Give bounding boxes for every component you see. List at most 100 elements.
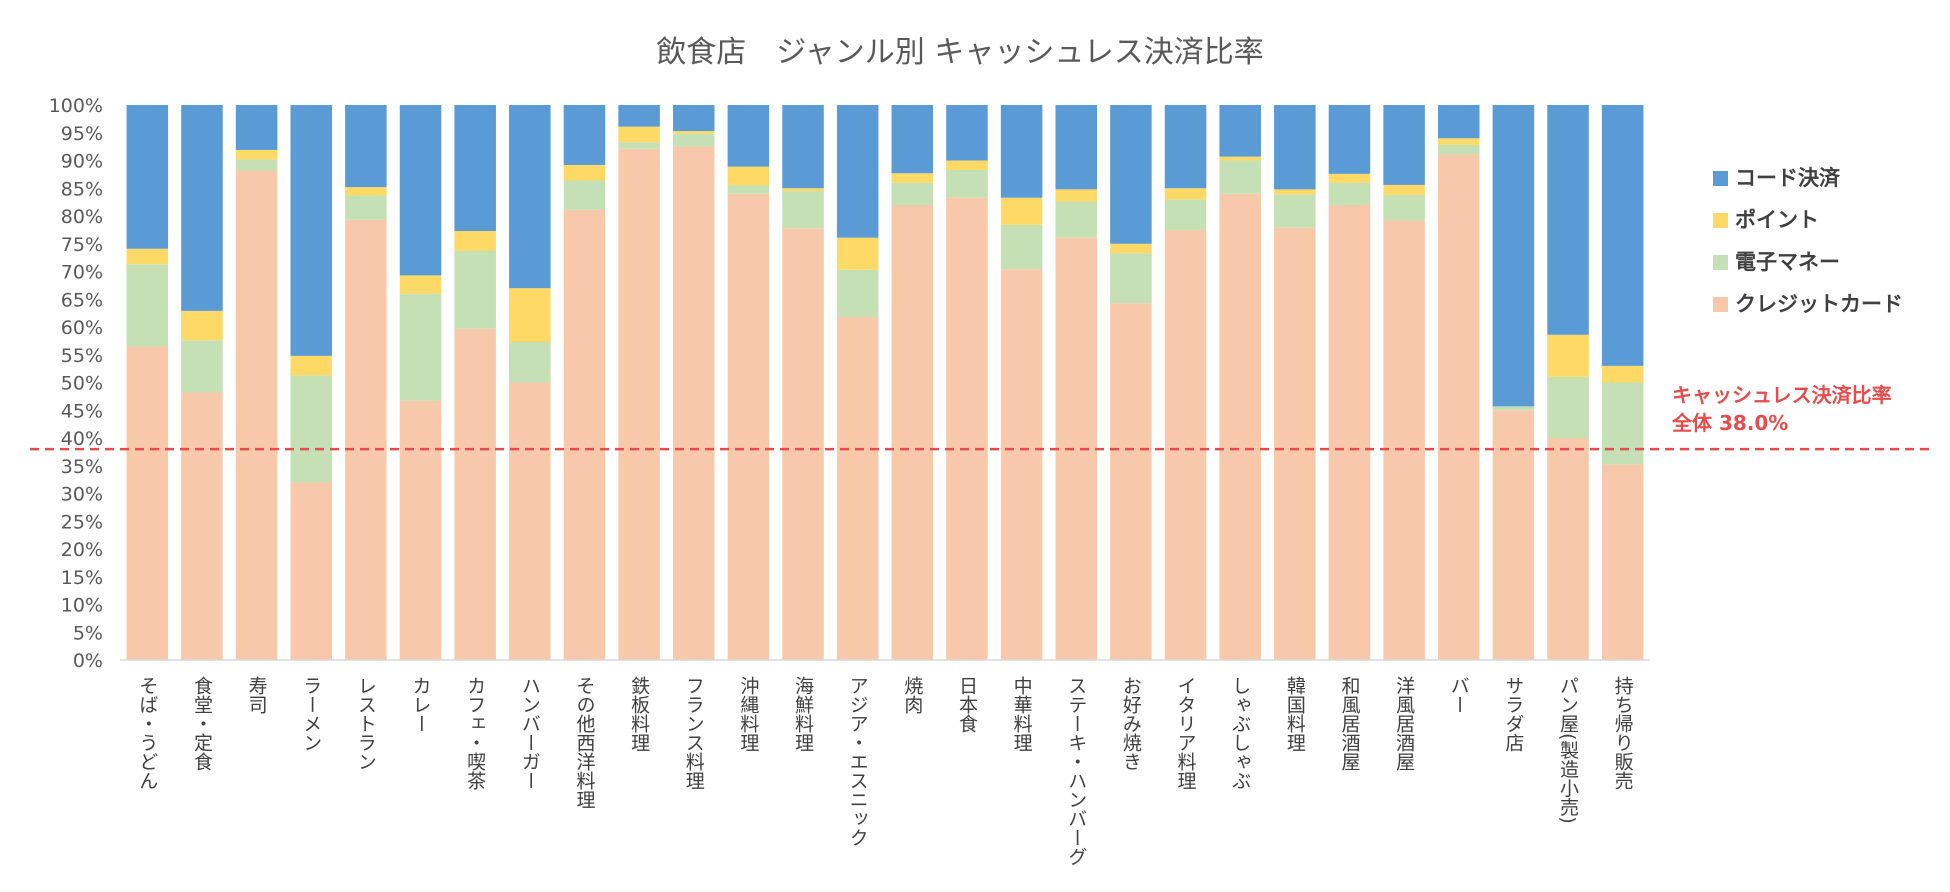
bar-segment (290, 482, 333, 660)
x-tick-label: ラーメン (300, 676, 322, 752)
bar-segment (782, 228, 824, 660)
bar-segment (1274, 189, 1316, 195)
y-tick-label: 50% (61, 373, 103, 395)
x-axis: そば・うどん 食堂・定食 寿司 ラーメン レストラン カレー カフェ・喫茶 ハンバーガー その他… (120, 659, 1650, 866)
bar-segment (1547, 105, 1589, 335)
bar-segment (1274, 194, 1316, 228)
bar-segment (1000, 224, 1043, 270)
bar-segment (836, 317, 879, 660)
x-tick-label: パン屋(製造小売) (1557, 676, 1579, 824)
x-tick-label: 持ち帰り販売 (1612, 676, 1634, 790)
bar-segment (126, 346, 169, 660)
bar-segment (1437, 105, 1480, 139)
bar-segment (1219, 193, 1261, 661)
x-tick-label: 中華料理 (1011, 676, 1033, 752)
bar-segment (672, 105, 715, 132)
x-tick-label: そば・うどん (136, 676, 158, 790)
bar-segment (1110, 243, 1152, 254)
bar-segment (1383, 194, 1425, 221)
bar-segment (891, 182, 934, 205)
bar-segment (1055, 105, 1098, 190)
bar-segment (509, 382, 551, 660)
bar-segment (1110, 105, 1152, 244)
legend-swatch (1713, 255, 1728, 270)
y-tick-label: 75% (61, 234, 103, 256)
bar-segment (1055, 189, 1098, 202)
bar-segment (345, 195, 387, 220)
bar-segment (181, 310, 223, 341)
bar-segment (1055, 201, 1098, 238)
bar-segment (1164, 199, 1207, 230)
bar-segment (1437, 138, 1480, 145)
bar-segment (399, 275, 442, 294)
x-tick-label: ハンバーガー (519, 676, 541, 790)
x-tick-label: アジア・エスニック (847, 676, 869, 847)
bar-segment (946, 105, 988, 161)
x-tick-label: ステーキ・ハンバーグ (1065, 676, 1087, 866)
bar-segment (1601, 365, 1644, 383)
y-tick-label: 25% (61, 511, 103, 533)
bar-segment (1000, 269, 1043, 660)
y-tick-label: 65% (61, 289, 103, 311)
bar-segment (1328, 182, 1371, 205)
bar-segment (399, 293, 442, 401)
legend-label: クレジットカード (1735, 292, 1903, 316)
bar-segment (727, 105, 770, 167)
bar-segment (836, 105, 879, 238)
bar-segment (1492, 105, 1535, 407)
bar-segment (1000, 105, 1043, 198)
y-tick-label: 5% (73, 622, 103, 644)
legend-label: コード決済 (1735, 166, 1841, 190)
bar-segment (1547, 334, 1589, 377)
bar-segment (1383, 220, 1425, 660)
bar-segment (727, 185, 770, 194)
bar-segment (1328, 105, 1371, 174)
x-tick-label: 海鮮料理 (792, 676, 814, 752)
bar-segment (1164, 105, 1207, 189)
bar-segment (946, 169, 988, 198)
bar-segment (399, 400, 442, 660)
x-tick-label: 日本食 (956, 676, 978, 733)
bar-segment (836, 269, 879, 318)
reference-label-value: 全体 38.0% (1671, 411, 1788, 435)
legend-swatch (1713, 213, 1728, 228)
bar-segment (1110, 253, 1152, 304)
y-tick-label: 80% (61, 206, 103, 228)
bar-segment (563, 164, 606, 181)
x-tick-label: 韓国料理 (1284, 676, 1306, 752)
bar-segment (1274, 105, 1316, 190)
bar-segment (1110, 303, 1152, 660)
bar-segment (235, 105, 278, 150)
legend-label: 電子マネー (1735, 250, 1840, 274)
bar-segment (563, 209, 606, 660)
bar-segment (727, 193, 770, 661)
x-tick-label: レストラン (355, 676, 377, 771)
bar-segment (235, 159, 278, 171)
x-tick-label: その他西洋料理 (573, 676, 595, 809)
bar-segment (509, 105, 551, 289)
x-tick-label: 食堂・定食 (191, 676, 213, 771)
bar-segment (782, 105, 824, 189)
bar-segment (1164, 188, 1207, 200)
x-tick-label: 鉄板料理 (628, 676, 650, 752)
bar-segment (946, 197, 988, 660)
bar-segment (345, 105, 387, 188)
bar-segment (563, 180, 606, 210)
bar-segment (1601, 382, 1644, 465)
x-tick-label: カフェ・喫茶 (464, 676, 486, 790)
bar-segment (1219, 105, 1261, 157)
bar-segment (1601, 464, 1644, 660)
y-tick-label: 20% (61, 539, 103, 561)
legend-swatch (1713, 171, 1728, 186)
reference-label-title: キャッシュレス決済比率 (1672, 383, 1892, 407)
bar-segment (126, 248, 169, 265)
x-tick-label: お好み焼き (1120, 676, 1142, 771)
y-tick-label: 85% (61, 178, 103, 200)
bar-segment (235, 170, 278, 661)
bars-group (126, 105, 1644, 661)
y-tick-label: 10% (61, 595, 103, 617)
y-tick-label: 70% (61, 262, 103, 284)
bar-segment (618, 105, 660, 127)
